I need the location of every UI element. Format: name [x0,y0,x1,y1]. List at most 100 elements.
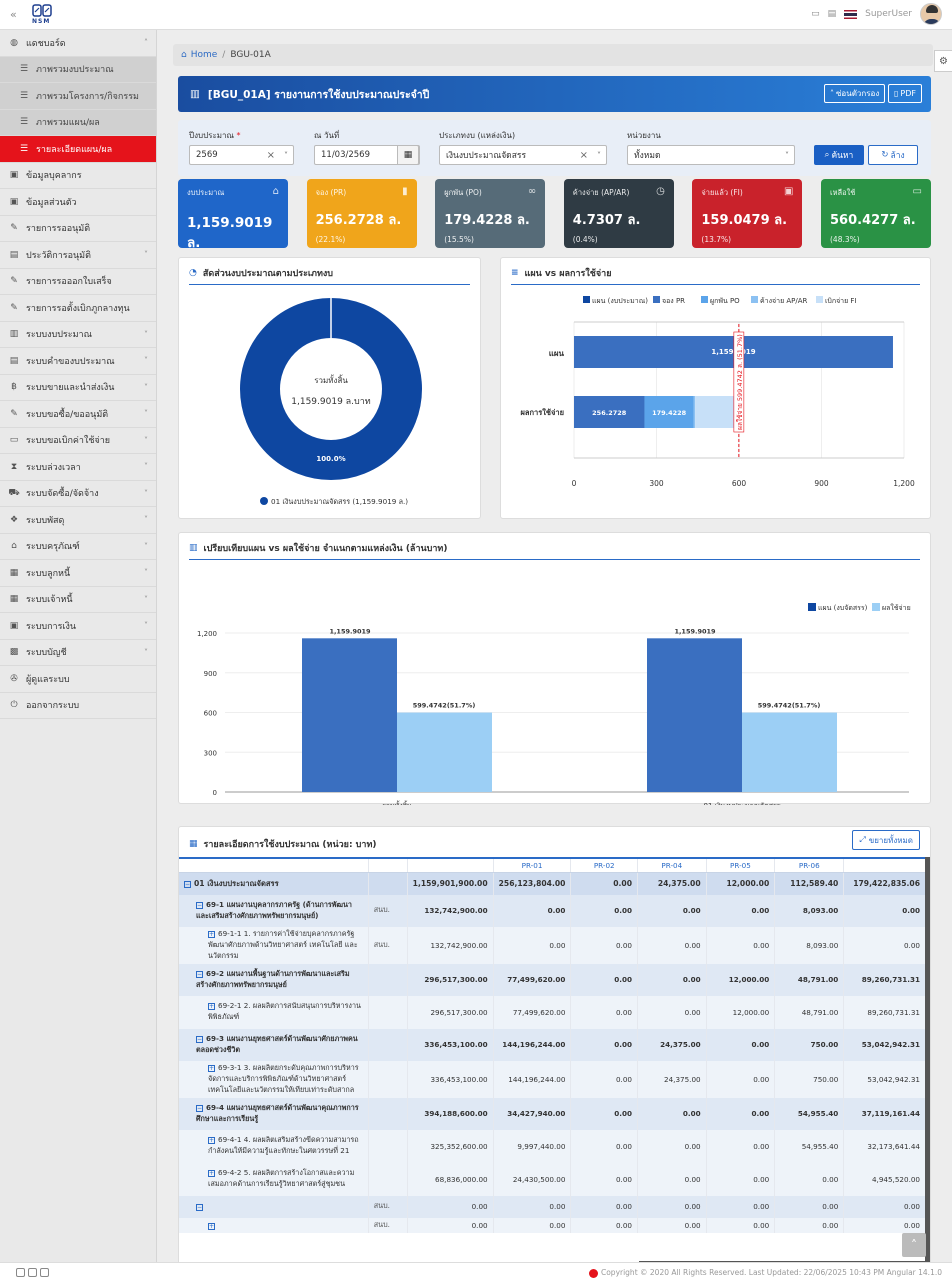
book-icon[interactable]: ▤ [827,9,837,19]
sidebar-item[interactable]: ▣ ระบบการเงิน ˅ [0,613,156,640]
sidebar-item[interactable]: ⏻ ออกจากระบบ [0,693,156,719]
chevron-down-icon[interactable]: ˅ [785,150,789,160]
legend-item[interactable]: ค้างจ่าย AP/AR [760,297,808,305]
plan-bar[interactable] [574,336,893,368]
calendar-icon[interactable]: ▦ [397,145,419,165]
sidebar-item[interactable]: ⌂ ระบบครุภัณฑ์ ˅ [0,534,156,560]
chevron-down-icon[interactable]: ˅ [284,150,288,160]
table-row[interactable]: −69-3 แผนงานยุทธศาสตร์ด้านพัฒนาศักยภาพคน… [179,1028,926,1061]
column-header[interactable] [843,857,926,873]
unit-select[interactable]: ทั้งหมด ˅ [627,145,795,165]
sidebar-item[interactable]: ☰ ภาพรวมงบประมาณ [0,56,156,83]
expand-icon[interactable]: + [208,1170,215,1177]
chat-icon[interactable]: ▭ [811,9,820,19]
column-header[interactable] [179,857,369,873]
actual-bar[interactable] [742,712,837,792]
table-row[interactable]: + สนบ. 0.00 0.00 0.00 0.00 0.00 0.00 0.00 [179,1217,926,1233]
summary-card[interactable]: จ่ายแล้ว (FI) ▣ 159.0479 ล. (13.7%) [692,179,803,248]
sidebar-item[interactable]: ⧗ ระบบล่วงเวลา ˅ [0,454,156,481]
sidebar-item[interactable]: ❖ ระบบพัสดุ ˅ [0,507,156,534]
year-select[interactable]: 2569 × ˅ [189,145,294,165]
sidebar-item[interactable]: ▤ ประวัติการอนุมัติ ˅ [0,242,156,269]
chevron-down-icon[interactable]: ˅ [144,488,148,498]
avatar[interactable] [920,3,942,25]
actual-bar-segment[interactable] [644,396,694,428]
chevron-down-icon[interactable]: ˅ [144,594,148,604]
sidebar-item[interactable]: ฿ ระบบขายและนำส่งเงิน ˅ [0,375,156,401]
column-header[interactable] [407,857,494,873]
column-header[interactable]: PR-04 [637,857,707,873]
clear-icon[interactable]: × [266,149,275,161]
collapse-icon[interactable]: − [196,970,203,978]
expand-icon[interactable]: + [208,1003,215,1010]
sidebar-item[interactable]: ✎ ระบบขอซื้อ/ขออนุมัติ ˅ [0,401,156,428]
summary-card[interactable]: ผูกพัน (PO) ∞ 179.4228 ล. (15.5%) [435,179,546,248]
expand-icon[interactable]: + [208,1064,215,1072]
facebook-icon[interactable] [16,1268,25,1277]
legend-item[interactable]: จอง PR [662,297,685,305]
actual-bar[interactable] [397,712,492,792]
source-select[interactable]: เงินงบประมาณจัดสรร × ˅ [439,145,607,165]
search-button[interactable]: ⌕ ค้นหา [814,145,864,165]
column-header[interactable]: PR-06 [774,857,845,873]
collapse-icon[interactable]: − [196,1104,203,1112]
table-row[interactable]: −69-4 แผนงานยุทธศาสตร์ด้านพัฒนาคุณภาพการ… [179,1097,926,1130]
chevron-down-icon[interactable]: ˅ [144,409,148,419]
summary-card[interactable]: งบประมาณ ⌂ 1,159.9019 ล. [178,179,288,251]
chevron-up-icon[interactable]: ˄ [144,38,148,48]
legend-item[interactable]: เบิกจ่าย FI [825,297,857,305]
chevron-down-icon[interactable]: ˅ [144,356,148,366]
legend-item[interactable]: แผน (งบประมาณ) [592,297,648,305]
sidebar-item[interactable]: ☰ ภาพรวมแผน/ผล [0,109,156,136]
sidebar-item[interactable]: ▭ ระบบขอเบิกค่าใช้จ่าย ˅ [0,428,156,454]
instagram-icon[interactable] [28,1268,37,1277]
chevron-down-icon[interactable]: ˅ [144,515,148,525]
legend-item[interactable]: แผน (งบจัดสรร) [818,604,868,612]
collapse-icon[interactable]: − [196,1204,203,1211]
settings-gear-icon[interactable]: ⚙ [934,50,952,72]
sidebar-item[interactable]: ⛟ ระบบจัดซื้อ/จัดจ้าง ˅ [0,481,156,507]
sidebar-item[interactable]: ▩ ระบบบัญชี ˅ [0,640,156,666]
summary-card[interactable]: เหลือใช้ ▭ 560.4277 ล. (48.3%) [821,179,931,248]
collapse-sidebar-icon[interactable]: « [10,8,17,21]
table-row[interactable]: −01 เงินงบประมาณจัดสรร 1,159,901,900.00 25… [179,872,926,895]
actual-bar-segment[interactable] [693,396,696,428]
chevron-down-icon[interactable]: ˅ [144,382,148,392]
table-row[interactable]: −69-2 แผนงานพื้นฐานด้านการพัฒนาและเสริมส… [179,963,926,996]
sidebar-item[interactable]: ✎ รายการรอออกใบเสร็จ [0,269,156,295]
column-header[interactable] [368,857,408,873]
sidebar-item[interactable]: ☰ รายละเอียดแผน/ผล [0,136,156,163]
chevron-down-icon[interactable]: ˅ [144,568,148,578]
sidebar-item[interactable]: ▣ ข้อมูลบุคลากร [0,163,156,189]
legend-item[interactable]: ผูกพัน PO [710,297,740,305]
table-row[interactable]: +69-4-2 5. ผลผลิตการสร้างโอกาสและความเสม… [179,1162,926,1196]
expand-icon[interactable]: + [208,930,215,938]
plan-bar[interactable] [302,638,397,792]
sidebar-item[interactable]: ✇ ผู้ดูแลระบบ [0,666,156,693]
scroll-top-button[interactable]: ˄ [902,1233,926,1257]
table-row[interactable]: +69-2-1 2. ผลผลิตการสนับสนุนการบริหารงาน… [179,995,926,1029]
chevron-down-icon[interactable]: ˅ [144,621,148,631]
sidebar-item[interactable]: ✎ รายการรออนุมัติ [0,216,156,242]
donut-legend[interactable]: 01 เงินงบประมาณจัดสรร (1,159.9019 ล.) [271,497,408,506]
summary-card[interactable]: จอง (PR) ▮ 256.2728 ล. (22.1%) [306,179,417,248]
column-header[interactable]: PR-01 [493,857,572,873]
table-row[interactable]: −69-1 แผนงานบุคลากรภาครัฐ (ด้านการพัฒนาแ… [179,894,926,927]
collapse-icon[interactable]: − [196,901,203,909]
chevron-down-icon[interactable]: ˅ [144,250,148,260]
column-header[interactable]: PR-05 [706,857,776,873]
thai-flag-icon[interactable] [844,9,858,19]
pdf-button[interactable]: ▯ PDF [888,84,922,103]
collapse-icon[interactable]: − [196,1035,203,1043]
sidebar-item[interactable]: ▤ ระบบคำของบประมาณ ˅ [0,348,156,375]
sidebar-item[interactable]: ▥ ระบบงบประมาณ ˅ [0,322,156,348]
donut-slice[interactable] [240,298,422,480]
table-row[interactable]: +69-3-1 3. ผลผลิตยกระดับคุณภาพการบริหารจ… [179,1060,926,1098]
chevron-down-icon[interactable]: ˅ [144,647,148,657]
user-name[interactable]: SuperUser [865,9,912,19]
table-row[interactable]: +69-4-1 4. ผลผลิตเสริมสร้างขีดความสามารถ… [179,1129,926,1163]
sidebar-item[interactable]: ✎ รายการรอตั้งเบิกภูกลางทุน [0,295,156,322]
pinterest-icon[interactable] [40,1268,49,1277]
expand-icon[interactable]: + [208,1137,215,1144]
sidebar-item[interactable]: ☰ ภาพรวมโครงการ/กิจกรรม [0,83,156,110]
